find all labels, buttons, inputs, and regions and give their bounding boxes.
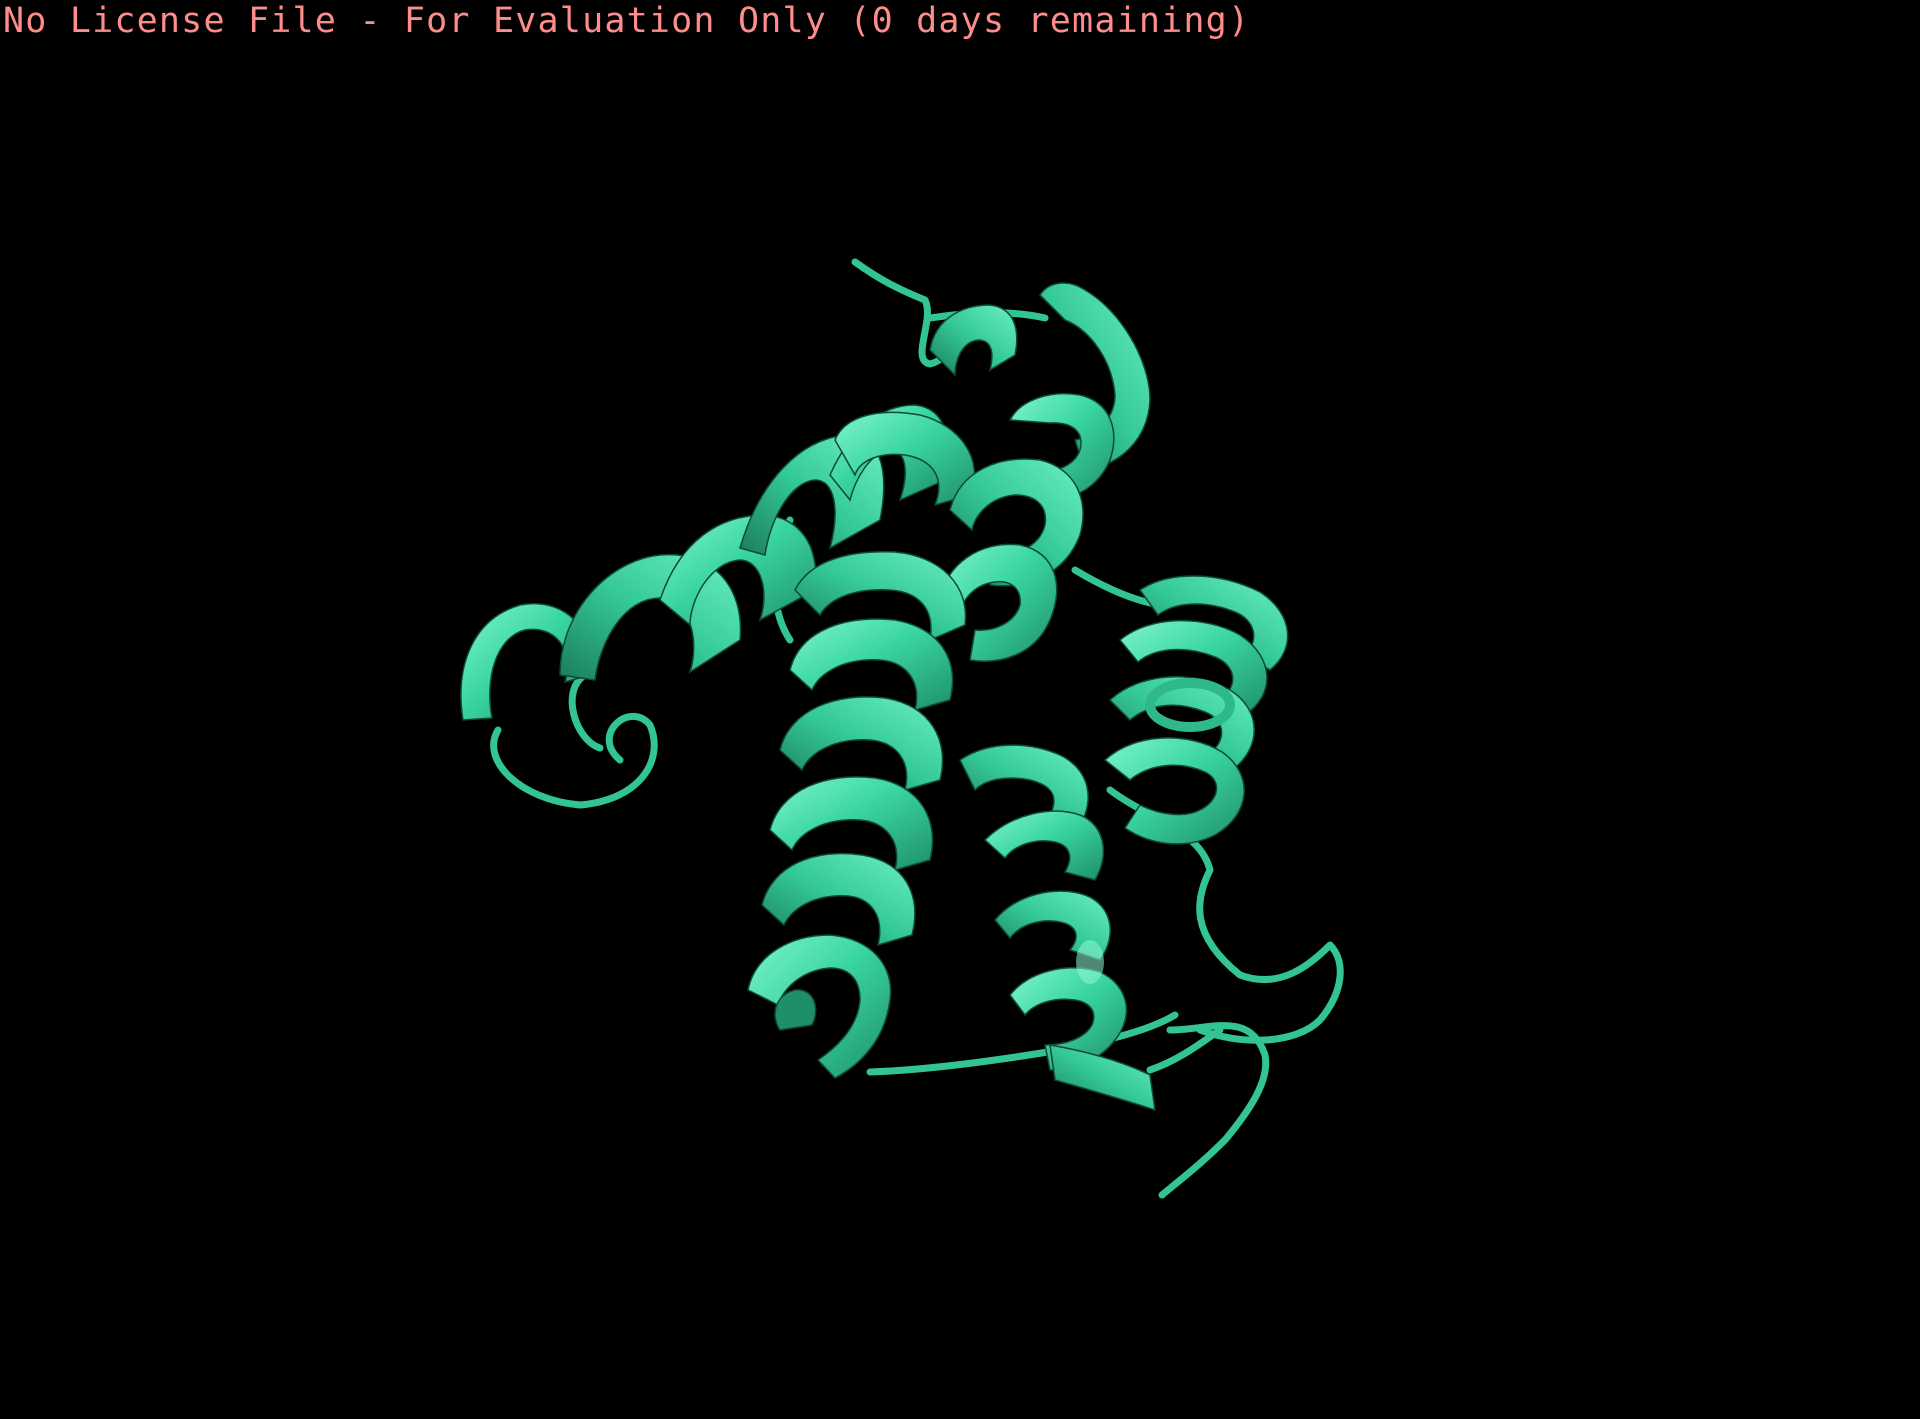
- bottom-loop: [866, 1011, 1179, 1076]
- left-inner-loop: [568, 671, 604, 752]
- license-notice: No License File - For Evaluation Only (0…: [3, 1, 1251, 41]
- left-end-loop: [490, 712, 658, 809]
- helix-c: [747, 551, 967, 1079]
- c-terminal-tail: [1158, 1022, 1270, 1199]
- helix-d: [959, 744, 1156, 1112]
- helix-e: [1103, 575, 1289, 845]
- right-small-loop: [1146, 1026, 1224, 1074]
- right-lower-loop: [1106, 786, 1344, 1044]
- helix-b: [834, 282, 1151, 662]
